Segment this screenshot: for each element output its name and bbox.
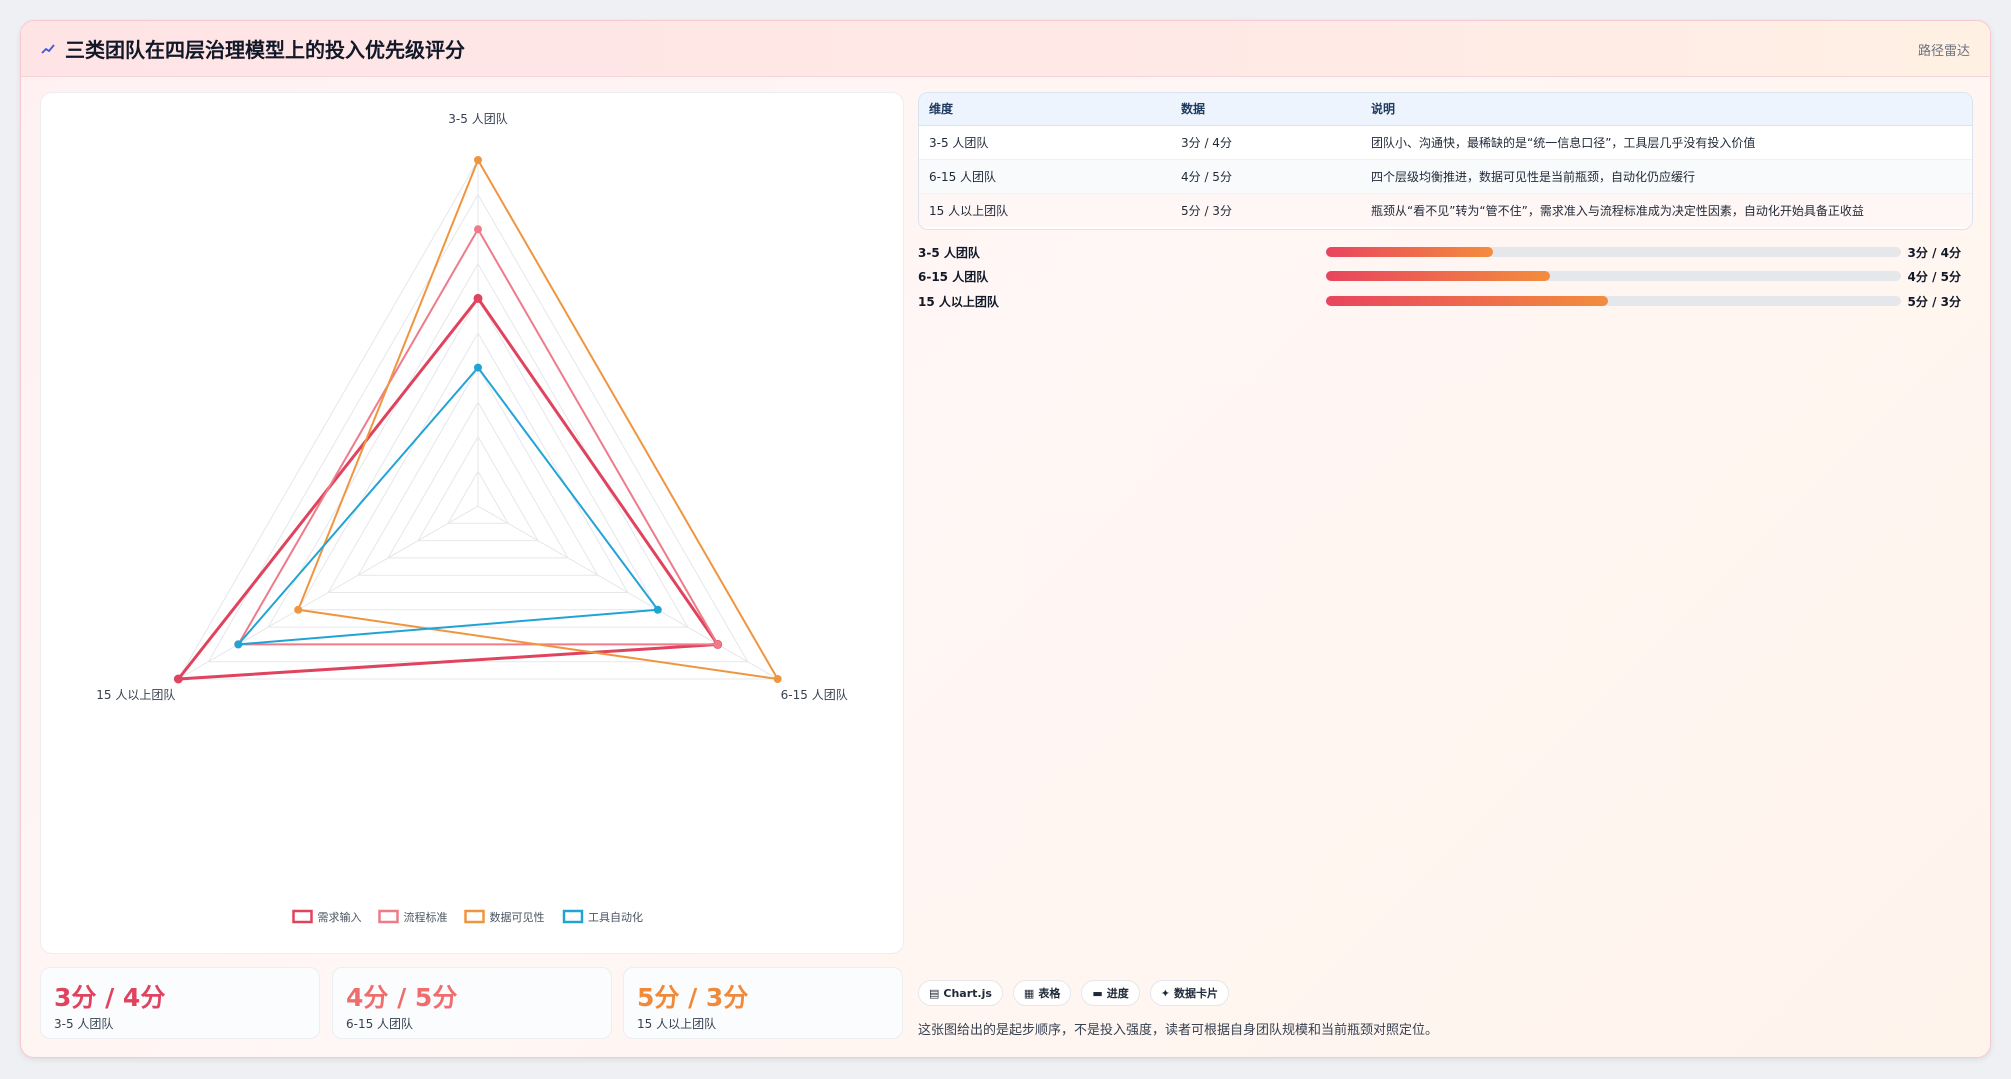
table-header-cell: 说明 [1361,93,1972,126]
table-row: 6-15 人团队 4分 / 5分 四个层级均衡推进，数据可见性是当前瓶颈，自动化… [919,159,1972,194]
chip-progress[interactable]: ▬ 进度 [1081,980,1140,1006]
radar-spoke [477,505,778,680]
stat-label: 6-15 人团队 [346,1017,414,1031]
sparkle-icon: ✦ [1160,986,1170,1000]
data-table: 维度 数据 说明 3-5 人团队 3分 / 4分 团队小、沟通快，最稀缺的是“统… [918,92,1973,230]
radar-series-line [296,157,780,681]
legend-label: 流程标准 [404,910,448,924]
radar-point [474,363,482,372]
progress-icon: ▬ [1092,986,1103,1000]
stat-label: 15 人以上团队 [637,1017,717,1031]
progress-value: 5分 / 3分 [1907,295,1961,309]
stat-label: 3-5 人团队 [54,1017,114,1031]
table-row: 15 人以上团队 5分 / 3分 瓶颈从“看不见”转为“管不住”，需求准入与流程… [919,193,1972,227]
radar-axis-label: 3-5 人团队 [448,111,507,126]
radar-point [173,674,183,684]
chip-chartjs[interactable]: ▤ Chart.js [918,980,1003,1006]
table-cell: 3分 / 4分 [1171,125,1361,160]
dashboard-card: 三类团队在四层治理模型上的投入优先级评分 路径雷达 3-5 人团队 6-15 人团… [20,20,1991,1058]
progress-value: 4分 / 5分 [1907,270,1961,284]
radar-spoke [178,505,479,680]
chip-table[interactable]: ▦ 表格 [1012,980,1072,1006]
radar-axis-label: 15 人以上团队 [96,687,175,702]
table-row: 3-5 人团队 3分 / 4分 团队小、沟通快，最稀缺的是“统一信息口径”，工具… [919,125,1972,160]
progress-track [1326,247,1901,257]
radar-grid-ring [447,470,509,524]
stat-card: 3分 / 4分 3-5 人团队 [40,967,320,1039]
progress-fill [1326,247,1493,257]
table-cell: 四个层级均衡推进，数据可见性是当前瓶颈，自动化仍应缓行 [1361,159,1972,194]
radar-point [473,293,483,303]
radar-grid-ring [357,366,599,576]
chip-label: 数据卡片 [1173,987,1218,1000]
table-cell: 瓶颈从“看不见”转为“管不住”，需求准入与流程标准成为决定性因素，自动化开始具备… [1361,193,1972,227]
legend-label: 工具自动化 [588,910,643,924]
legend-swatch [378,909,399,924]
stat-value: 3分 / 4分 [54,983,166,1012]
footnote: 这张图给出的是起步顺序，不是投入强度，读者可根据自身团队规模和当前瓶颈对照定位。 [918,1023,1439,1038]
radar-chart-panel: 3-5 人团队 6-15 人团队 15 人以上团队需求输入 流程标准 数据可见性 工具自动… [40,92,904,954]
table-cell: 4分 / 5分 [1171,159,1361,194]
radar-series-line [235,366,660,646]
progress-track [1326,296,1901,306]
table-header-cell: 数据 [1171,93,1361,126]
table-header-cell: 维度 [919,93,1171,126]
page-title: 三类团队在四层治理模型上的投入优先级评分 [65,38,465,62]
legend-swatch [292,909,313,924]
radar-grid-ring [207,193,749,663]
radar-point [234,640,243,649]
progress-value: 3分 / 4分 [1907,246,1961,260]
legend-swatch [464,909,485,924]
chart-line-icon [41,43,55,54]
radar-point [713,640,722,649]
radar-point [294,605,303,614]
table-cell: 团队小、沟通快，最稀缺的是“统一信息口径”，工具层几乎没有投入价值 [1361,125,1972,160]
stat-card: 4分 / 5分 6-15 人团队 [332,967,612,1039]
radar-point [773,675,782,683]
stat-value: 4分 / 5分 [346,983,458,1012]
legend-label: 数据可见性 [490,910,545,924]
progress-row: 15 人以上团队 5分 / 3分 [918,291,1973,311]
table-cell: 3-5 人团队 [919,125,1171,160]
header-bar: 三类团队在四层治理模型上的投入优先级评分 路径雷达 [21,21,1990,77]
chip-label: 进度 [1106,987,1129,1000]
progress-fill [1326,296,1608,306]
progress-label: 3-5 人团队 [918,246,980,260]
chip-label: Chart.js [943,986,992,1000]
radar-grid-ring [267,262,689,628]
table-cell: 15 人以上团队 [919,193,1171,227]
chip-data-cards[interactable]: ✦ 数据卡片 [1149,980,1229,1006]
stat-card: 5分 / 3分 15 人以上团队 [623,967,903,1039]
legend-label: 需求输入 [318,910,362,924]
radar-series-line [236,227,720,646]
progress-row: 6-15 人团队 4分 / 5分 [918,266,1973,286]
progress-label: 6-15 人团队 [918,270,989,284]
radar-axis-label: 6-15 人团队 [781,687,848,702]
table-header-row: 维度 数据 说明 [919,93,1972,126]
table-cell: 6-15 人团队 [919,159,1171,194]
progress-track [1326,271,1901,281]
progress-label: 15 人以上团队 [918,295,999,309]
chip-label: 表格 [1038,987,1061,1000]
radar-grid-ring [387,401,569,559]
radar-grid-ring [417,435,539,542]
chart-icon: ▤ [929,986,940,1000]
radar-grid-ring [327,331,629,593]
radar-point [653,605,662,614]
radar-point [474,225,482,234]
table-cell: 5分 / 3分 [1171,193,1361,227]
radar-grid-ring [297,297,659,611]
feature-chips: ▤ Chart.js ▦ 表格 ▬ 进度 ✦ 数据卡片 [918,980,1229,1006]
stat-value: 5分 / 3分 [637,983,749,1012]
legend-swatch [562,909,584,924]
table-icon: ▦ [1023,986,1035,1000]
progress-fill [1326,271,1551,281]
header-tag: 路径雷达 [1917,44,1970,59]
progress-row: 3-5 人团队 3分 / 4分 [918,242,1973,262]
radar-point [474,156,482,164]
